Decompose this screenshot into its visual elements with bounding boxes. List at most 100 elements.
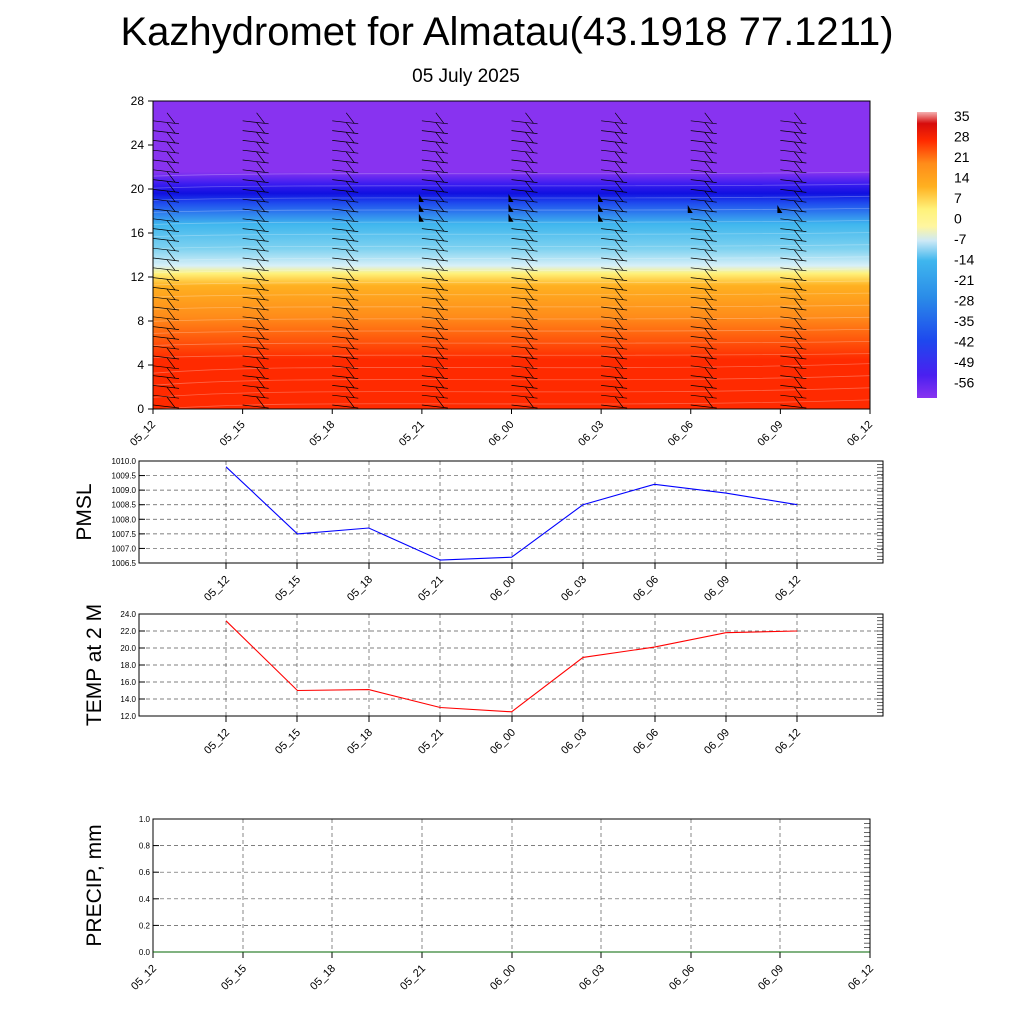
- wind-barb-pennant: [598, 203, 604, 212]
- wind-barb-flag: [345, 347, 355, 359]
- wind-barb-shaft: [869, 405, 870, 406]
- wind-barb-flag: [345, 386, 355, 398]
- wind-barb-flag: [614, 357, 624, 369]
- wind-barb-flag: [435, 347, 445, 359]
- wind-barb-flag: [166, 298, 176, 310]
- page-title: Kazhydromet for Almatau(43.1918 77.1211): [120, 10, 894, 54]
- wind-barb-pennant: [418, 213, 424, 222]
- y-tick-label: 1.0: [139, 815, 151, 824]
- isotherm-line: [153, 280, 870, 286]
- wind-barb-flag: [704, 239, 714, 251]
- wind-barb-shaft: [869, 356, 870, 357]
- wind-barb-flag: [794, 347, 803, 359]
- colorbar-label: 35: [954, 108, 970, 124]
- wind-barb-flag: [614, 377, 624, 389]
- wind-barb-flag: [884, 397, 892, 408]
- series-line: [225, 620, 798, 713]
- wind-barb-flag: [704, 337, 714, 349]
- temperature-cross-section-panel: 0 4 8 12 16 20 24 28 05_12 05_15 05_18 05_21 06_00 06…: [128, 94, 892, 449]
- wind-barb-flag: [256, 132, 265, 144]
- wind-barb-flag: [345, 288, 355, 300]
- y-tick-label: 1008.5: [112, 501, 137, 510]
- wind-barb-shaft: [869, 150, 870, 151]
- wind-barb-flag: [166, 141, 176, 153]
- isotherm-line: [153, 195, 870, 201]
- colorbar-ramp: [917, 112, 937, 398]
- wind-barb-flag: [345, 239, 355, 251]
- wind-barb-flag: [256, 269, 265, 281]
- wind-barb-shaft: [869, 179, 870, 180]
- y-tick-label: 1010.0: [112, 457, 137, 466]
- wind-barb-flag: [345, 220, 355, 232]
- wind-barb-flag: [525, 308, 534, 320]
- wind-barb-flag: [166, 347, 176, 359]
- isotherm-line: [153, 387, 870, 398]
- wind-barb-flag: [345, 249, 355, 261]
- wind-barb-flag: [794, 269, 803, 281]
- y-tick-label: 0.6: [139, 868, 151, 877]
- x-tick-label: 06_12: [846, 963, 876, 993]
- wind-barb-flag: [794, 318, 803, 330]
- wind-barb-column: [153, 112, 180, 409]
- wind-barb-flag: [525, 210, 534, 222]
- wind-barb-flag: [614, 249, 624, 261]
- y-tick-label: 0.2: [139, 921, 151, 930]
- wind-barb-flag: [704, 367, 714, 379]
- wind-barb-flag: [884, 338, 892, 349]
- wind-barb-flag: [435, 308, 445, 320]
- wind-barb-flag: [345, 122, 355, 134]
- colorbar-label: -35: [954, 313, 974, 329]
- wind-barb-shaft: [869, 336, 870, 337]
- wind-barb-flag: [525, 151, 534, 163]
- wind-barb-column: [508, 112, 538, 409]
- series-line: [225, 466, 798, 561]
- wind-barb-pennant: [777, 205, 783, 213]
- wind-barb-flag: [435, 220, 445, 232]
- wind-barb-flag: [884, 172, 892, 183]
- y-tick-label: 24.0: [120, 610, 136, 619]
- wind-barb-shaft: [869, 160, 870, 161]
- isotherm-line: [153, 341, 870, 346]
- isotherm-contours: [153, 171, 870, 409]
- wind-barb-flag: [704, 190, 714, 202]
- wind-barb-flag: [614, 396, 624, 408]
- wind-barb-flag: [614, 132, 624, 144]
- wind-barb-flag: [256, 347, 265, 359]
- isotherm-line: [153, 208, 870, 213]
- wind-barb-flag: [884, 201, 892, 212]
- wind-barb-column: [242, 112, 269, 409]
- wind-barb-flag: [794, 377, 803, 389]
- wind-barb-flag: [525, 230, 534, 242]
- wind-barb-flag: [525, 298, 534, 310]
- wind-barb-flag: [794, 386, 803, 398]
- wind-barb-flag: [435, 367, 445, 379]
- wind-barb-flag: [794, 112, 803, 124]
- wind-barb-flag: [166, 132, 176, 144]
- wind-barb-flag: [525, 161, 534, 173]
- x-tick-label: 05_18: [307, 419, 337, 449]
- wind-barb-flag: [256, 151, 265, 163]
- colorbar-label: 0: [954, 211, 962, 227]
- wind-barb-flag: [435, 337, 445, 349]
- wind-barb-flag: [525, 171, 534, 183]
- wind-barb-flag: [435, 318, 445, 330]
- y-tick-label: 16.0: [120, 678, 136, 687]
- wind-barb-column: [869, 120, 892, 408]
- wind-barb-flag: [256, 230, 265, 242]
- x-tick-label: 06_12: [773, 727, 803, 757]
- wind-barb-flag: [884, 270, 892, 281]
- wind-barb-flag: [525, 249, 534, 261]
- wind-barb-flag: [525, 190, 534, 202]
- wind-barb-flag: [794, 259, 803, 271]
- wind-barb-flag: [794, 288, 803, 300]
- wind-barb-flag: [794, 132, 803, 144]
- wind-barb-flag: [614, 386, 624, 398]
- wind-barb-flag: [884, 377, 892, 388]
- wind-barb-flag: [345, 259, 355, 271]
- colorbar-label: -14: [954, 252, 974, 268]
- wind-barb-flag: [794, 367, 803, 379]
- wind-barb-flag: [256, 190, 265, 202]
- wind-barb-flag: [704, 181, 714, 193]
- wind-barb-flag: [345, 328, 355, 340]
- wind-barb-flag: [525, 239, 534, 251]
